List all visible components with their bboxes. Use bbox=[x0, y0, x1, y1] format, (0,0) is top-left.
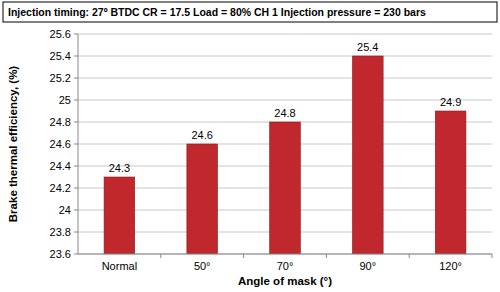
y-tick bbox=[74, 144, 78, 145]
y-tick bbox=[74, 122, 78, 123]
bar bbox=[187, 144, 218, 254]
grid-line bbox=[78, 34, 492, 35]
data-label: 24.6 bbox=[191, 129, 212, 141]
bar bbox=[270, 122, 301, 254]
x-axis-label: Angle of mask (°) bbox=[238, 275, 332, 287]
y-tick-label: 23.6 bbox=[50, 248, 71, 260]
chart: Injection timing: 27º BTDC CR = 17.5 Loa… bbox=[0, 0, 500, 292]
x-tick bbox=[160, 254, 161, 258]
x-tick-label: 90° bbox=[359, 260, 376, 272]
title: Injection timing: 27º BTDC CR = 17.5 Loa… bbox=[8, 6, 426, 18]
bar bbox=[352, 56, 383, 254]
x-tick-label: Normal bbox=[102, 260, 137, 272]
y-tick bbox=[74, 56, 78, 57]
data-label: 24.8 bbox=[274, 107, 295, 119]
x-tick-label: 50° bbox=[194, 260, 211, 272]
x-axis bbox=[78, 254, 492, 255]
x-tick bbox=[243, 254, 244, 258]
bar bbox=[435, 111, 466, 254]
y-axis-label: Brake thermal efficiency, (%) bbox=[7, 66, 19, 223]
title-box bbox=[3, 2, 497, 22]
x-tick bbox=[492, 254, 493, 258]
x-tick-label: 120° bbox=[439, 260, 462, 272]
data-label: 25.4 bbox=[357, 41, 378, 53]
grid-line bbox=[78, 78, 492, 79]
data-label: 24.3 bbox=[109, 162, 130, 174]
grid-line bbox=[78, 56, 492, 57]
data-label: 24.9 bbox=[440, 96, 461, 108]
y-tick-label: 24.8 bbox=[50, 116, 71, 128]
y-tick-label: 24 bbox=[59, 204, 71, 216]
y-tick-label: 23.8 bbox=[50, 226, 71, 238]
y-tick-label: 25.6 bbox=[50, 28, 71, 40]
y-tick bbox=[74, 254, 78, 255]
y-tick bbox=[74, 188, 78, 189]
x-tick bbox=[409, 254, 410, 258]
bar bbox=[104, 177, 135, 254]
x-tick-label: 70° bbox=[277, 260, 294, 272]
y-tick-label: 24.4 bbox=[50, 160, 71, 172]
grid-line bbox=[78, 100, 492, 101]
y-tick-label: 25 bbox=[59, 94, 71, 106]
y-tick bbox=[74, 210, 78, 211]
y-tick-label: 24.2 bbox=[50, 182, 71, 194]
y-tick bbox=[74, 232, 78, 233]
bars bbox=[104, 56, 466, 254]
x-tick bbox=[326, 254, 327, 258]
y-tick bbox=[74, 34, 78, 35]
y-tick-label: 25.4 bbox=[50, 50, 71, 62]
y-axis bbox=[78, 34, 79, 254]
y-tick-label: 24.6 bbox=[50, 138, 71, 150]
y-tick bbox=[74, 100, 78, 101]
y-tick-label: 25.2 bbox=[50, 72, 71, 84]
grid-line bbox=[78, 254, 492, 255]
y-tick bbox=[74, 166, 78, 167]
y-tick bbox=[74, 78, 78, 79]
